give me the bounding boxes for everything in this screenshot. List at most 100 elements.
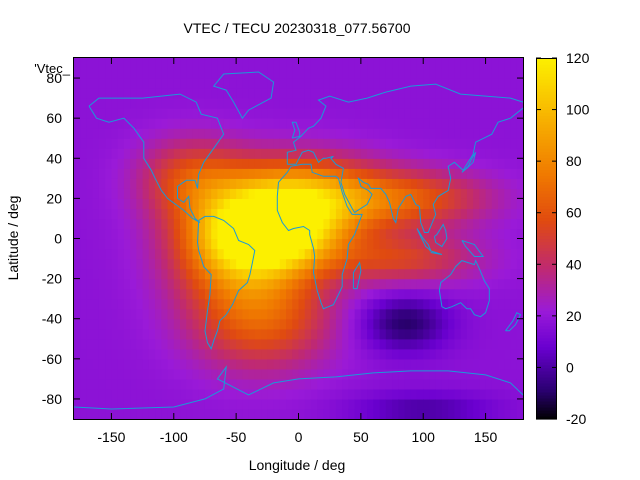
heatmap-cell — [479, 278, 487, 290]
heatmap-cell — [236, 248, 243, 260]
heatmap-cell — [304, 58, 312, 69]
heatmap-cell — [117, 408, 125, 420]
heatmap-cell — [254, 58, 262, 69]
heatmap-cell — [404, 258, 412, 270]
colorbar-swatch — [536, 178, 557, 182]
heatmap-cell — [155, 268, 162, 280]
heatmap-cell — [136, 188, 144, 199]
heatmap-cell — [392, 298, 399, 310]
heatmap-cell — [192, 278, 200, 290]
heatmap-cell — [254, 328, 262, 340]
colorbar-swatch — [536, 343, 557, 348]
heatmap-cell — [510, 148, 518, 159]
heatmap-cell — [148, 258, 156, 270]
heatmap-cell — [317, 228, 325, 240]
heatmap-cell — [142, 98, 150, 109]
heatmap-cell — [504, 388, 512, 400]
heatmap-cell — [117, 358, 125, 370]
x-tick-label: 100 — [412, 429, 436, 445]
heatmap-cell — [161, 368, 169, 380]
heatmap-cell — [335, 398, 343, 410]
heatmap-cell — [416, 338, 424, 350]
heatmap-cell — [111, 288, 119, 300]
heatmap-cell — [479, 288, 487, 300]
heatmap-cell — [348, 228, 356, 240]
heatmap-cell — [373, 98, 381, 109]
heatmap-cell — [410, 218, 418, 230]
heatmap-cell — [373, 288, 381, 300]
heatmap-cell — [186, 228, 194, 240]
heatmap-cell — [498, 148, 505, 159]
heatmap-cell — [229, 268, 237, 280]
heatmap-cell — [292, 408, 300, 420]
heatmap-cell — [248, 138, 256, 149]
heatmap-cell — [385, 288, 393, 300]
heatmap-cell — [329, 108, 337, 119]
heatmap-cell — [111, 248, 119, 260]
heatmap-cell — [298, 138, 306, 149]
heatmap-cell — [242, 388, 250, 400]
heatmap-cell — [448, 348, 456, 360]
heatmap-cell — [479, 148, 487, 159]
heatmap-cell — [473, 248, 480, 260]
heatmap-cell — [304, 268, 312, 280]
colorbar-swatch — [536, 214, 557, 219]
heatmap-cell — [223, 198, 231, 210]
colorbar-swatch — [536, 283, 557, 288]
heatmap-cell — [510, 158, 518, 169]
heatmap-cell — [180, 118, 187, 129]
heatmap-cell — [136, 238, 144, 250]
x-tick-label: -50 — [226, 429, 246, 445]
heatmap-cell — [204, 248, 212, 260]
heatmap-cell — [398, 228, 406, 240]
heatmap-cell — [323, 128, 331, 139]
coastline — [196, 215, 256, 350]
heatmap-cell — [98, 308, 106, 320]
heatmap-cell — [310, 398, 318, 410]
heatmap-cell — [173, 268, 181, 280]
heatmap-cell — [254, 398, 262, 410]
series-label: 'Vtec_ — [34, 61, 70, 76]
heatmap-cell — [454, 338, 462, 350]
heatmap-cell — [242, 258, 250, 270]
colorbar-swatch — [536, 163, 557, 167]
heatmap-cell — [317, 298, 325, 310]
heatmap-cell — [342, 78, 349, 89]
heatmap-cell — [105, 248, 113, 260]
heatmap-cell — [142, 358, 150, 370]
heatmap-cell — [329, 248, 337, 260]
heatmap-cell — [242, 198, 250, 210]
heatmap-cell — [279, 408, 287, 420]
heatmap-cell — [423, 58, 431, 69]
colorbar-swatch — [536, 211, 557, 216]
heatmap-cell — [98, 148, 106, 159]
heatmap-cell — [117, 68, 125, 79]
colorbar-swatch — [536, 67, 557, 71]
heatmap-cell — [173, 218, 181, 230]
heatmap-cell — [379, 228, 387, 240]
heatmap-cell — [267, 78, 275, 89]
heatmap-cell — [360, 318, 368, 330]
heatmap-cell — [74, 158, 81, 169]
heatmap-cell — [360, 108, 368, 119]
heatmap-cell — [367, 278, 374, 290]
heatmap-cell — [498, 388, 505, 400]
heatmap-cell — [261, 328, 268, 340]
colorbar-swatch — [536, 289, 557, 294]
heatmap-cell — [329, 288, 337, 300]
heatmap-cell — [80, 378, 88, 390]
heatmap-cell — [473, 178, 480, 189]
heatmap-cell — [261, 258, 268, 270]
heatmap-cell — [92, 378, 100, 390]
heatmap-cell — [485, 378, 493, 390]
heatmap-cell — [242, 368, 250, 380]
heatmap-cell — [80, 328, 88, 340]
heatmap-cell — [317, 198, 325, 210]
heatmap-cell — [248, 268, 256, 280]
heatmap-cell — [217, 88, 225, 99]
heatmap-cell — [504, 338, 512, 350]
heatmap-cell — [398, 98, 406, 109]
heatmap-cell — [248, 278, 256, 290]
heatmap-cell — [279, 278, 287, 290]
heatmap-cell — [398, 288, 406, 300]
